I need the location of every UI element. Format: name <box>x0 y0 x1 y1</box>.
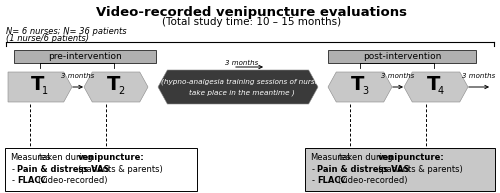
Text: FLACC: FLACC <box>17 176 46 185</box>
Text: venipuncture:: venipuncture: <box>78 153 145 162</box>
Text: T: T <box>428 75 440 95</box>
Text: post-intervention: post-intervention <box>363 52 441 61</box>
Text: Measures: Measures <box>10 153 50 162</box>
Text: 3 months: 3 months <box>225 60 258 66</box>
Text: T: T <box>108 75 120 95</box>
Text: 3 months: 3 months <box>462 73 496 79</box>
Text: 4: 4 <box>438 86 444 96</box>
FancyBboxPatch shape <box>14 50 156 63</box>
Text: -: - <box>312 165 315 174</box>
Polygon shape <box>158 70 318 104</box>
Text: (video-recorded): (video-recorded) <box>337 176 407 185</box>
Text: (1 nurse/6 patients): (1 nurse/6 patients) <box>6 34 89 43</box>
Text: taken during: taken during <box>339 153 392 162</box>
Text: (Total study time: 10 – 15 months): (Total study time: 10 – 15 months) <box>162 17 342 27</box>
Polygon shape <box>404 72 468 102</box>
Text: 1: 1 <box>42 86 48 96</box>
FancyBboxPatch shape <box>328 50 476 63</box>
Text: T: T <box>32 75 44 95</box>
Text: Pain & distress VAS: Pain & distress VAS <box>317 165 410 174</box>
Text: 3: 3 <box>362 86 368 96</box>
Text: -: - <box>12 165 15 174</box>
Text: -: - <box>12 176 15 185</box>
FancyBboxPatch shape <box>5 148 197 191</box>
Text: 2: 2 <box>118 86 124 96</box>
Text: Pain & distress VAS: Pain & distress VAS <box>17 165 110 174</box>
Text: venipuncture:: venipuncture: <box>378 153 445 162</box>
Polygon shape <box>8 72 72 102</box>
Polygon shape <box>328 72 392 102</box>
Text: T: T <box>352 75 364 95</box>
Polygon shape <box>84 72 148 102</box>
Text: Video-recorded venipuncture evaluations: Video-recorded venipuncture evaluations <box>96 6 407 19</box>
Text: taken during: taken during <box>39 153 92 162</box>
Text: Measures: Measures <box>310 153 350 162</box>
Text: (patients & parents): (patients & parents) <box>378 165 463 174</box>
Text: 3 months: 3 months <box>382 73 414 79</box>
Text: 3 months: 3 months <box>62 73 94 79</box>
Text: -: - <box>312 176 315 185</box>
Text: (video-recorded): (video-recorded) <box>37 176 108 185</box>
Text: (hypno-analgesia training sessions of nurses: (hypno-analgesia training sessions of nu… <box>161 79 323 85</box>
Text: pre-intervention: pre-intervention <box>48 52 122 61</box>
Text: take place in the meantime ): take place in the meantime ) <box>189 90 295 96</box>
FancyBboxPatch shape <box>305 148 495 191</box>
Text: (patients & parents): (patients & parents) <box>78 165 163 174</box>
Text: FLACC: FLACC <box>317 176 346 185</box>
Text: N= 6 nurses; N= 36 patients: N= 6 nurses; N= 36 patients <box>6 27 126 36</box>
